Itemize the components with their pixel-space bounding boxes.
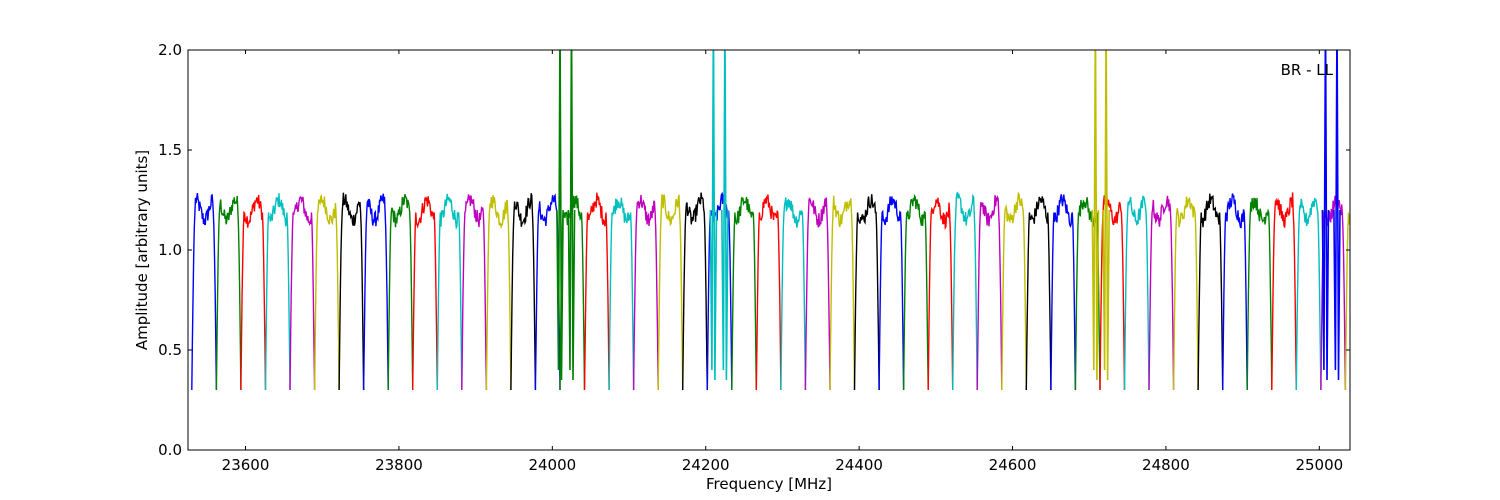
channel-series-line: [878, 196, 905, 391]
rfi-spike-line: [709, 50, 718, 381]
channel-series-line: [1123, 195, 1150, 391]
channel-series-line: [436, 193, 463, 391]
channel-series-line: [1148, 195, 1175, 391]
channel-series-line: [853, 194, 880, 391]
x-tick-label: 24200: [682, 456, 730, 474]
channel-series-line: [1172, 196, 1199, 391]
channel-series-line: [1001, 191, 1027, 391]
x-tick-label: 24400: [835, 456, 883, 474]
channel-series-line: [191, 193, 218, 391]
channel-series-line: [608, 197, 635, 391]
legend-annotation: BR - LL: [1281, 61, 1334, 79]
y-tick-label: 1.5: [158, 141, 182, 159]
x-tick-label: 23600: [222, 456, 270, 474]
x-tick-label: 24800: [1142, 456, 1190, 474]
channel-series-line: [534, 193, 561, 391]
rfi-spike-line: [1091, 50, 1100, 381]
y-tick-label: 0.0: [158, 441, 182, 459]
channel-series-line: [657, 194, 684, 391]
channel-series-line: [510, 193, 537, 391]
channel-series-line: [755, 194, 782, 391]
channel-series-line: [1222, 193, 1248, 391]
channel-series-line: [313, 194, 340, 391]
channel-series-line: [731, 196, 757, 391]
channel-series-line: [362, 193, 389, 391]
channel-series-line: [485, 195, 512, 391]
channel-series-line: [1246, 197, 1273, 391]
channel-series-line: [461, 194, 488, 391]
channel-series-line: [240, 194, 267, 391]
channel-series-line: [338, 192, 365, 391]
channel-series-line: [583, 192, 610, 391]
channel-series-line: [976, 195, 1003, 391]
x-tick-label: 25000: [1295, 456, 1343, 474]
channel-series-line: [289, 196, 316, 391]
channel-series-line: [1197, 193, 1224, 391]
x-axis: 23600 23800 24000 24200 24400 24600 24800 25000: [222, 50, 1343, 474]
y-tick-label: 0.5: [158, 341, 182, 359]
channel-series-line: [780, 197, 807, 391]
x-axis-label: Frequency [MHz]: [706, 475, 832, 493]
y-tick-label: 2.0: [158, 41, 182, 59]
channel-series-line: [1295, 197, 1322, 391]
channel-series-line: [215, 195, 242, 391]
channel-series-line: [682, 192, 708, 391]
channel-series-line: [952, 191, 978, 391]
channel-series-line: [1099, 191, 1126, 391]
channel-series-line: [412, 196, 438, 391]
rfi-spike-line: [721, 50, 729, 381]
channel-series-line: [387, 194, 414, 391]
x-tick-label: 24600: [989, 456, 1037, 474]
y-tick-label: 1.0: [158, 241, 182, 259]
rfi-spike-line: [567, 50, 576, 381]
rfi-spike-line: [1321, 50, 1330, 381]
channel-series-line: [264, 193, 291, 391]
channel-series-line: [1050, 194, 1077, 391]
x-tick-label: 23800: [375, 456, 423, 474]
channel-series-line: [902, 193, 929, 391]
channel-series-line: [829, 195, 856, 391]
rfi-spike-line: [1333, 50, 1341, 381]
channel-series-line: [804, 197, 831, 391]
channel-series-line: [1271, 192, 1297, 391]
y-axis: 0.0 0.5 1.0 1.5 2.0: [158, 41, 1350, 459]
y-axis-label: Amplitude [arbitrary units]: [133, 150, 151, 350]
rfi-spike-line: [1102, 50, 1110, 381]
rfi-spike-line: [556, 50, 564, 381]
axes-frame: [187, 49, 1351, 451]
channel-series-line: [927, 197, 954, 391]
channel-series-line: [1025, 196, 1052, 391]
x-tick-label: 24000: [528, 456, 576, 474]
plot-area: [191, 50, 1350, 391]
channel-series-line: [632, 194, 659, 391]
